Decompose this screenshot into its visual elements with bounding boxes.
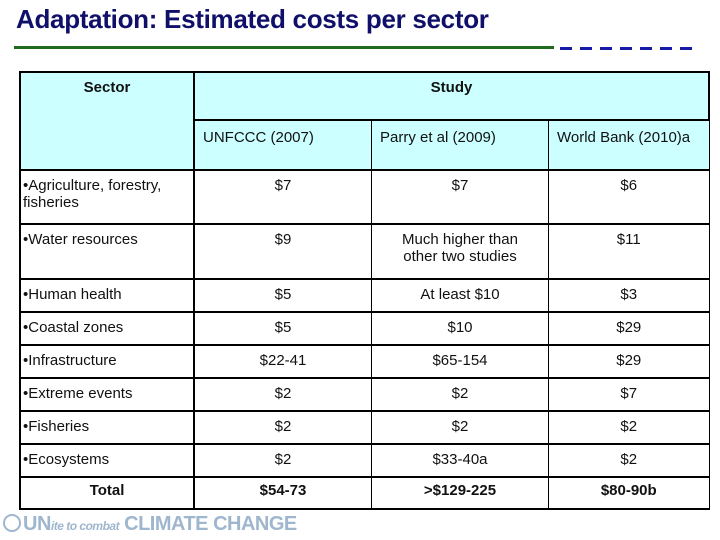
total-label: Total: [19, 476, 195, 510]
table-row: •Agriculture, forestry, fisheries $7 $7 $6: [19, 169, 710, 225]
cost-table: Sector Study UNFCCC (2007) Parry et al (…: [19, 71, 710, 510]
logo-un: UN: [23, 513, 51, 535]
cost-cell: $2: [371, 410, 549, 445]
cost-cell: $7: [193, 169, 372, 225]
study-header: Study: [193, 71, 710, 121]
study-column-header: World Bank (2010)a: [548, 119, 710, 171]
total-value: $54-73: [193, 476, 372, 510]
title-underline-solid: [14, 46, 554, 49]
cost-cell: $2: [193, 443, 372, 478]
cost-cell: $22-41: [193, 344, 372, 379]
un-climate-change-logo: UNite to combat CLIMATE CHANGE: [3, 513, 297, 536]
cost-cell: $33-40a: [371, 443, 549, 478]
slide-title: Adaptation: Estimated costs per sector: [16, 4, 489, 34]
cost-cell: $3: [548, 278, 710, 313]
logo-ite: ite to combat: [50, 519, 120, 533]
cost-cell: $2: [548, 443, 710, 478]
sector-cell: •Extreme events: [19, 377, 195, 412]
sector-cell: •Ecosystems: [19, 443, 195, 478]
sector-cell: •Water resources: [19, 223, 195, 280]
study-column-header: UNFCCC (2007): [193, 119, 372, 171]
cost-cell: At least $10: [371, 278, 549, 313]
cost-cell: $29: [548, 311, 710, 346]
title-underline-dashed: [560, 47, 700, 50]
logo-climate: CLIMATE CHANGE: [124, 513, 297, 535]
cost-cell: $5: [193, 278, 372, 313]
table-row: •Fisheries $2 $2 $2: [19, 410, 710, 445]
cost-cell: $2: [548, 410, 710, 445]
table-row: •Extreme events $2 $2 $7: [19, 377, 710, 412]
un-globe-icon: [3, 514, 21, 532]
study-column-header: Parry et al (2009): [371, 119, 549, 171]
cost-cell: $2: [193, 377, 372, 412]
cost-cell: $7: [548, 377, 710, 412]
cost-cell: $7: [371, 169, 549, 225]
table-row: •Water resources $9 Much higher than other…: [19, 223, 710, 280]
cost-cell: $2: [371, 377, 549, 412]
cost-cell: $5: [193, 311, 372, 346]
cost-cell: $65-154: [371, 344, 549, 379]
cost-cell: $11: [548, 223, 710, 280]
sector-cell: •Coastal zones: [19, 311, 195, 346]
table-row: •Infrastructure $22-41 $65-154 $29: [19, 344, 710, 379]
cost-cell: Much higher than other two studies: [371, 223, 549, 280]
sector-cell: •Human health: [19, 278, 195, 313]
cost-cell: $9: [193, 223, 372, 280]
table-row: •Human health $5 At least $10 $3: [19, 278, 710, 313]
sector-cell: •Fisheries: [19, 410, 195, 445]
table-row: •Coastal zones $5 $10 $29: [19, 311, 710, 346]
cost-cell: $10: [371, 311, 549, 346]
total-value: >$129-225: [371, 476, 549, 510]
sector-header: Sector: [19, 71, 195, 171]
cost-cell: $29: [548, 344, 710, 379]
total-row: Total $54-73 >$129-225 $80-90b: [19, 476, 710, 510]
cost-cell: $2: [193, 410, 372, 445]
cost-cell: $6: [548, 169, 710, 225]
table-row: •Ecosystems $2 $33-40a $2: [19, 443, 710, 478]
sector-cell: •Infrastructure: [19, 344, 195, 379]
total-value: $80-90b: [548, 476, 710, 510]
sector-cell: •Agriculture, forestry, fisheries: [19, 169, 195, 225]
